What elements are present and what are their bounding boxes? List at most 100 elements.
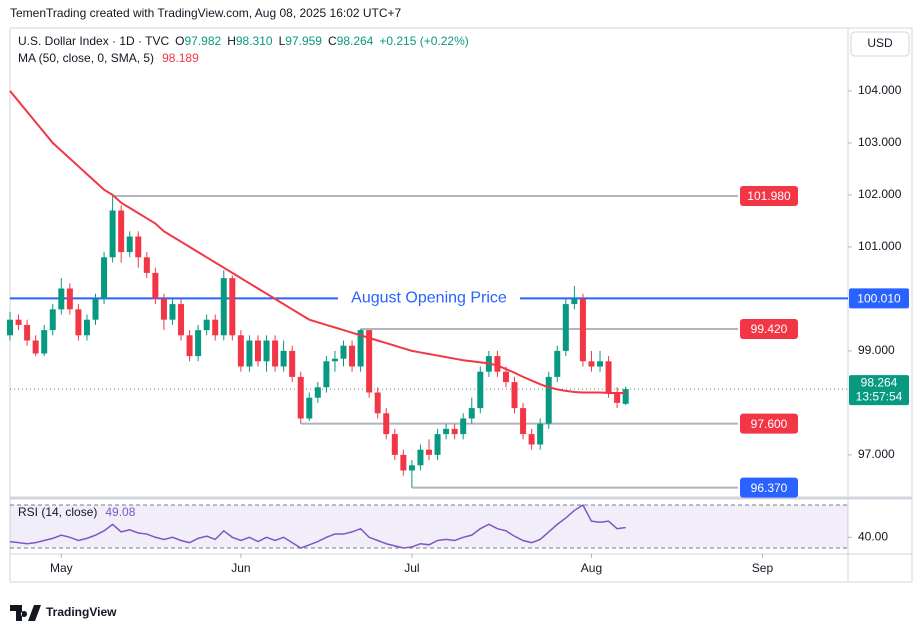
opening-price-axis-box [849, 288, 909, 309]
symbol: U.S. Dollar Index · 1D · TVC [18, 34, 169, 48]
brand-logo: TradingView [10, 605, 117, 621]
candle-body [408, 465, 415, 471]
ohlc-key: O [175, 34, 184, 48]
current-price-box [849, 375, 909, 406]
frame [9, 27, 913, 583]
candle-body [340, 345, 347, 359]
candle-body [374, 392, 381, 414]
candle-body [75, 309, 82, 336]
ohlc-value: 98.264 [337, 34, 374, 48]
ma-value: 98.189 [162, 51, 199, 65]
ohlc-key: L [279, 34, 286, 48]
candle-body [280, 350, 287, 367]
y-tick-label: 99.000 [858, 343, 895, 357]
ohlc-key: C [328, 34, 337, 48]
candle-body [49, 309, 56, 331]
candle-body [349, 345, 356, 367]
level-label: 96.370 [751, 481, 788, 495]
y-tick-label: 103.000 [858, 135, 902, 149]
candle-body [178, 304, 185, 336]
candle-body [502, 371, 509, 383]
candle-body [357, 330, 364, 367]
x-tick-label: Aug [581, 561, 602, 575]
currency[interactable]: USD [867, 36, 893, 50]
rsi-title: RSI (14, close) [18, 505, 97, 519]
candle-body [314, 387, 321, 398]
candle-body [118, 210, 125, 253]
ohlc-value: 97.959 [285, 34, 322, 48]
y-tick-label: 102.000 [858, 187, 902, 201]
change: +0.215 (+0.22%) [379, 34, 468, 48]
candle-body [254, 340, 261, 362]
candle-body [494, 356, 501, 372]
candle-body [109, 210, 116, 258]
x-tick-label: Jul [404, 561, 419, 575]
candle-body [229, 278, 236, 336]
current-price-countdown: 13:57:54 [856, 389, 903, 403]
header: TemenTrading created with TradingView.co… [10, 6, 402, 20]
candle-body [297, 376, 304, 419]
candle-body [135, 236, 142, 258]
ohlc-value: 97.982 [185, 34, 222, 48]
currency-box[interactable] [850, 31, 910, 57]
candle-body [160, 298, 167, 320]
candle-body [545, 376, 552, 424]
candle-body [426, 449, 432, 455]
candle-body [537, 423, 544, 445]
level-label-box [740, 413, 798, 434]
candle-body [571, 298, 578, 305]
candle-body [83, 319, 90, 336]
candle-body [32, 340, 39, 354]
opening-price-axis-label: 100.010 [857, 292, 901, 306]
candle-body [41, 330, 48, 354]
candle-body [66, 288, 73, 310]
candle-body [520, 408, 527, 435]
candle-body [306, 397, 313, 419]
x-tick-label: Sep [752, 561, 774, 575]
candle-body [152, 272, 159, 299]
candle-body [15, 319, 22, 325]
ma-name: MA (50, close, 0, SMA, 5) [18, 51, 154, 65]
candle-body [101, 257, 108, 299]
opening-price-text-bg [338, 288, 520, 309]
ma-legend: MA (50, close, 0, SMA, 5) 98.189 [18, 51, 199, 65]
level-label: 97.600 [751, 417, 788, 431]
candle-body [622, 389, 629, 404]
candle-body [588, 361, 595, 367]
candle-body [434, 434, 441, 455]
candle-body [195, 330, 202, 357]
candle-body [400, 454, 407, 471]
rsi-band [10, 505, 848, 549]
candle-body [143, 257, 150, 273]
candle-body [263, 340, 270, 362]
candle-body [443, 428, 450, 435]
candle-body [92, 298, 99, 320]
candle-body [7, 319, 13, 336]
candle-body [511, 382, 518, 409]
candle-body [323, 361, 330, 388]
candle-body [383, 413, 390, 435]
y-tick-label: 97.000 [858, 447, 895, 461]
candle-body [366, 330, 373, 393]
rsi-value: 49.08 [105, 505, 135, 519]
candle-body [272, 340, 279, 367]
candle-body [391, 434, 398, 455]
candle-body [246, 340, 253, 367]
candle-body [562, 304, 569, 351]
ma-line [9, 90, 626, 395]
level-label: 101.980 [747, 189, 791, 203]
x-tick-label: May [50, 561, 73, 575]
candle-body [597, 361, 604, 367]
candle-body [126, 236, 133, 253]
candle-body [417, 449, 424, 466]
candle-body [186, 335, 193, 357]
candle-body [460, 418, 467, 435]
candle-body [237, 335, 244, 367]
rsi-legend: RSI (14, close) 49.08 [18, 505, 136, 519]
candle-body [554, 350, 561, 377]
candle-body [212, 319, 219, 336]
candle-body [331, 358, 338, 362]
level-label: 99.420 [751, 322, 788, 336]
opening-price-text: August Opening Price [351, 290, 507, 307]
